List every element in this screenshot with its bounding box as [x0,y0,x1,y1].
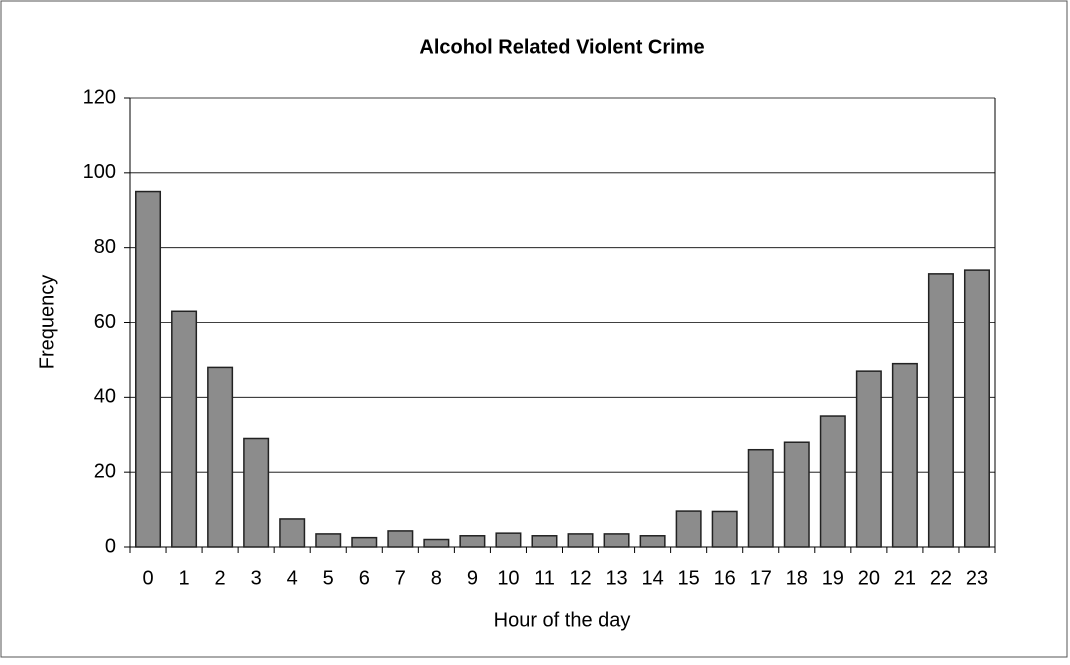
x-tick-label: 8 [431,567,442,589]
x-tick-label: 16 [714,567,736,589]
y-tick-label: 60 [94,311,116,333]
bar [819,415,846,548]
bar [207,366,234,548]
y-axis-label: Frequency [36,275,58,370]
x-tick-label: 1 [179,567,190,589]
x-axis-label: Hour of the day [494,609,631,631]
bar [927,273,954,548]
bar [675,510,702,548]
y-tick-label: 20 [94,460,116,482]
bar [567,533,594,548]
bar [891,362,918,548]
x-tick-label: 5 [323,567,334,589]
x-tick-label: 12 [569,567,591,589]
y-tick-label: 80 [94,236,116,258]
x-tick-label: 9 [467,567,478,589]
bar [711,510,738,548]
x-tick-label: 11 [534,567,555,589]
bar [639,535,666,548]
bar [423,538,450,548]
x-tick-label: 18 [786,567,808,589]
x-tick-label: 22 [930,567,952,589]
bar [171,310,198,548]
y-tick-label: 100 [83,161,116,183]
bar [963,269,990,548]
y-tick-label: 40 [94,386,116,408]
x-tick-label: 3 [251,567,262,589]
x-tick-label: 15 [678,567,700,589]
x-tick-label: 19 [822,567,844,589]
bar [279,518,306,548]
bar [387,530,414,548]
y-tick-label: 0 [105,535,116,557]
bar [855,370,882,548]
bar [459,535,486,548]
x-tick-label: 17 [750,567,772,589]
bar [315,533,342,548]
bar [747,448,774,548]
chart-title: Alcohol Related Violent Crime [419,36,704,58]
bar [531,535,558,548]
x-tick-label: 13 [605,567,627,589]
bar [783,441,810,548]
bar [351,536,378,548]
x-tick-label: 2 [215,567,226,589]
x-tick-label: 10 [497,567,519,589]
x-tick-label: 14 [641,567,663,589]
x-tick-label: 23 [966,567,988,589]
x-tick-label: 21 [894,567,916,589]
x-tick-label: 7 [395,567,406,589]
bar [135,190,162,548]
y-tick-label: 120 [83,86,116,108]
bar [243,437,270,548]
x-tick-label: 20 [858,567,880,589]
bar [495,532,522,548]
x-tick-label: 4 [287,567,298,589]
bar [603,533,630,548]
x-tick-label: 0 [142,567,153,589]
x-tick-label: 6 [359,567,370,589]
